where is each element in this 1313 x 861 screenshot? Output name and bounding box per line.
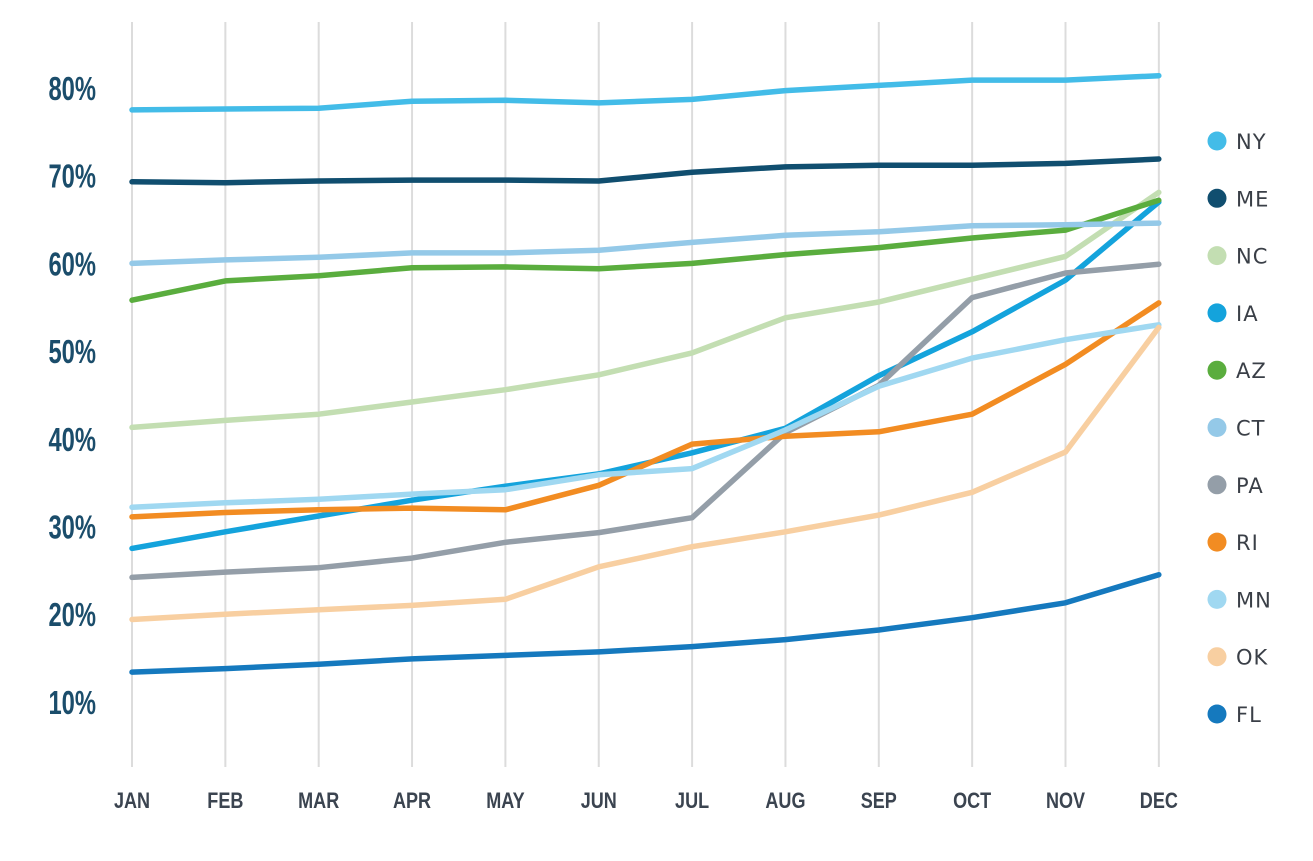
legend-dot-icon <box>1207 532 1227 552</box>
legend-item-ok: OK <box>1207 646 1269 670</box>
series-line-me <box>129 156 1162 186</box>
series-lines <box>129 72 1162 675</box>
legend-dot-icon <box>1207 589 1227 609</box>
x-tick-apr: APR <box>393 789 432 813</box>
series-line-ok <box>129 324 1162 623</box>
legend-dot-icon <box>1207 704 1227 724</box>
x-tick-mar: MAR <box>298 789 339 813</box>
legend-label: NY <box>1236 130 1267 154</box>
legend-dot-icon <box>1207 131 1227 151</box>
y-tick-20: 20% <box>48 598 96 635</box>
series-line-ia <box>129 199 1162 552</box>
y-tick-30: 30% <box>48 510 96 547</box>
y-tick-70: 70% <box>48 159 96 196</box>
legend-item-ri: RI <box>1207 531 1259 555</box>
y-tick-40: 40% <box>48 422 96 459</box>
legend-dot-icon <box>1207 188 1227 208</box>
x-axis-ticks: JAN FEB MAR APR MAY JUN JUL AUG SEP OCT NOV DEC <box>114 789 1178 813</box>
legend-item-mn: MN <box>1207 588 1272 612</box>
x-tick-jun: JUN <box>581 789 617 813</box>
legend-item-ia: IA <box>1207 302 1259 326</box>
series-line-fl <box>129 571 1162 675</box>
legend-label: NC <box>1236 245 1268 269</box>
series-line-ny <box>129 72 1162 113</box>
legend-label: OK <box>1236 646 1269 670</box>
legend-dot-icon <box>1207 303 1227 323</box>
legend-label: PA <box>1236 474 1264 498</box>
legend-item-ny: NY <box>1207 130 1267 154</box>
legend-label: CT <box>1236 417 1266 441</box>
legend-item-me: ME <box>1207 187 1269 211</box>
legend-dot-icon <box>1207 475 1227 495</box>
x-tick-dec: DEC <box>1140 789 1178 813</box>
legend-item-nc: NC <box>1207 245 1268 269</box>
legend-item-az: AZ <box>1207 359 1267 383</box>
series-line-nc <box>129 189 1162 431</box>
legend-item-ct: CT <box>1207 417 1266 441</box>
legend-dot-icon <box>1207 418 1227 437</box>
legend-label: MN <box>1236 588 1272 612</box>
legend-dot-icon <box>1207 647 1227 667</box>
legend-dot-icon <box>1207 246 1227 266</box>
legend-label: ME <box>1236 187 1269 211</box>
legend-label: IA <box>1236 302 1259 326</box>
legend-item-fl: FL <box>1207 703 1262 727</box>
x-tick-sep: SEP <box>861 789 897 813</box>
series-line-ri <box>129 300 1162 520</box>
y-tick-50: 50% <box>48 334 96 371</box>
y-axis-ticks: 10% 20% 30% 40% 50% 60% 70% 80% <box>48 71 96 722</box>
series-line-az <box>129 197 1162 303</box>
x-tick-aug: AUG <box>765 789 805 813</box>
legend-label: AZ <box>1236 359 1267 383</box>
series-line-pa <box>129 261 1162 581</box>
legend-item-pa: PA <box>1207 474 1264 498</box>
x-tick-oct: OCT <box>953 789 992 813</box>
y-tick-60: 60% <box>48 247 96 284</box>
legend-label: FL <box>1236 703 1262 727</box>
x-tick-may: MAY <box>486 789 525 813</box>
legend-dot-icon <box>1207 360 1227 380</box>
y-tick-80: 80% <box>48 71 96 108</box>
series-line-mn <box>129 322 1162 510</box>
legend-label: RI <box>1236 531 1259 555</box>
x-tick-nov: NOV <box>1046 789 1086 813</box>
series-line-ct <box>129 220 1162 267</box>
vertical-gridlines <box>131 22 1160 767</box>
y-tick-10: 10% <box>48 685 96 722</box>
x-tick-jan: JAN <box>114 789 150 813</box>
legend: NY ME NC IA AZ CT PA RI MN OK FL <box>1207 130 1272 727</box>
x-tick-feb: FEB <box>207 789 243 813</box>
x-tick-jul: JUL <box>675 789 709 813</box>
